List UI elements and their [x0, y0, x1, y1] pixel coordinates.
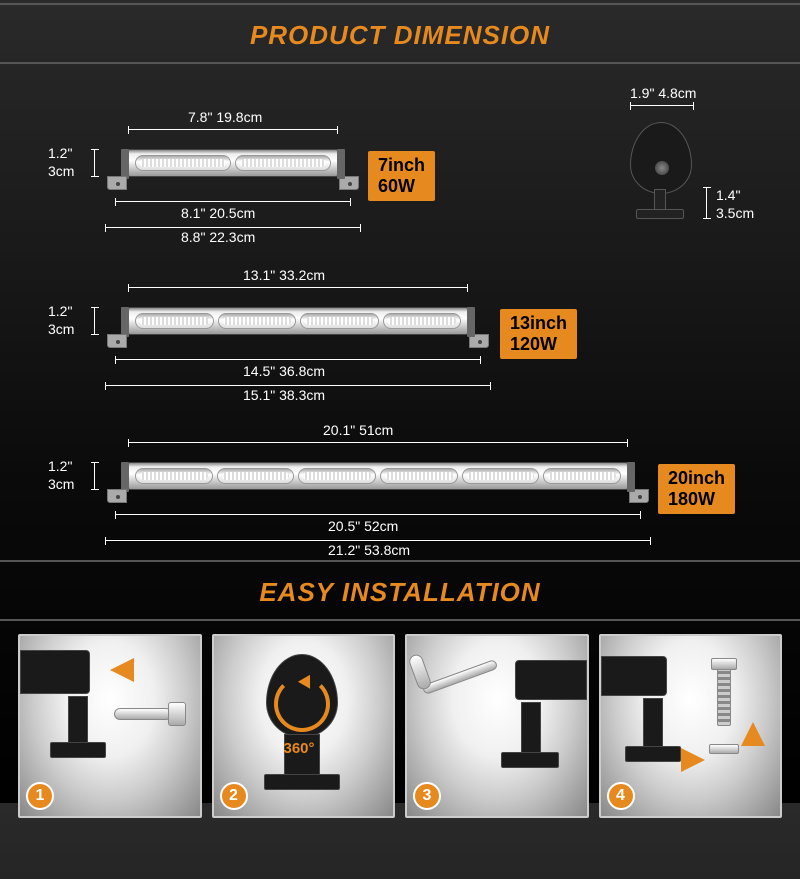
dim-top-2: 13.1" 33.2cm [243, 267, 325, 283]
dim-h2-cm: 3cm [48, 321, 74, 337]
side-mount [636, 189, 684, 219]
side-top: 1.9" 4.8cm [630, 85, 696, 101]
product-20inch: 20.1" 51cm 1.2" 3cm 20.5" 52cm 21.2" 53.… [128, 462, 628, 490]
step-num-3: 3 [413, 782, 441, 810]
top-divider [0, 3, 800, 5]
install-step-3: 3 [405, 634, 589, 818]
tag-7inch: 7inch 60W [368, 151, 435, 201]
product-13inch: 13.1" 33.2cm 1.2" 3cm 14.5" 36.8cm 15.1"… [128, 307, 468, 335]
step-num-1: 1 [26, 782, 54, 810]
light-bar-13 [128, 307, 468, 335]
installation-section: 1 360° 2 3 4 [0, 624, 800, 879]
dimension-title: PRODUCT DIMENSION [0, 8, 800, 59]
side-r-in: 1.4" [716, 187, 740, 203]
dimension-section: 7.8" 19.8cm 1.2" 3cm 8.1" 20.5cm 8.8" 22… [0, 67, 800, 557]
dim-b3-2: 21.2" 53.8cm [328, 542, 410, 558]
divider-4 [0, 619, 800, 621]
light-bar-20 [128, 462, 628, 490]
install-step-2: 360° 2 [212, 634, 396, 818]
tag-20inch: 20inch 180W [658, 464, 735, 514]
dim-b2-2: 15.1" 38.3cm [243, 387, 325, 403]
step-num-4: 4 [607, 782, 635, 810]
dim-b1-2: 8.8" 22.3cm [181, 229, 255, 245]
rotation-ring [274, 676, 330, 732]
dim-top-3: 20.1" 51cm [323, 422, 393, 438]
install-step-1: 1 [18, 634, 202, 818]
dim-h2-in: 1.2" [48, 303, 72, 319]
tag-13inch: 13inch 120W [500, 309, 577, 359]
dim-top-1: 7.8" 19.8cm [188, 109, 262, 125]
side-r-cm: 3.5cm [716, 205, 754, 221]
dim-b2-1: 14.5" 36.8cm [243, 363, 325, 379]
side-teardrop [630, 122, 692, 194]
side-view: 1.9" 4.8cm 1.4" 3.5cm [600, 117, 730, 227]
dim-h1-in: 1.2" [48, 145, 72, 161]
dim-h3-in: 1.2" [48, 458, 72, 474]
step-num-2: 2 [220, 782, 248, 810]
divider-3 [0, 560, 800, 562]
product-7inch: 7.8" 19.8cm 1.2" 3cm 8.1" 20.5cm 8.8" 22… [128, 149, 338, 177]
dim-b3-1: 20.5" 52cm [328, 518, 398, 534]
rotation-label: 360° [284, 740, 315, 757]
installation-title: EASY INSTALLATION [0, 565, 800, 616]
light-bar-7 [128, 149, 338, 177]
dim-h3-cm: 3cm [48, 476, 74, 492]
install-step-4: 4 [599, 634, 783, 818]
dim-b1-1: 8.1" 20.5cm [181, 205, 255, 221]
divider-2 [0, 62, 800, 64]
dim-h1-cm: 3cm [48, 163, 74, 179]
